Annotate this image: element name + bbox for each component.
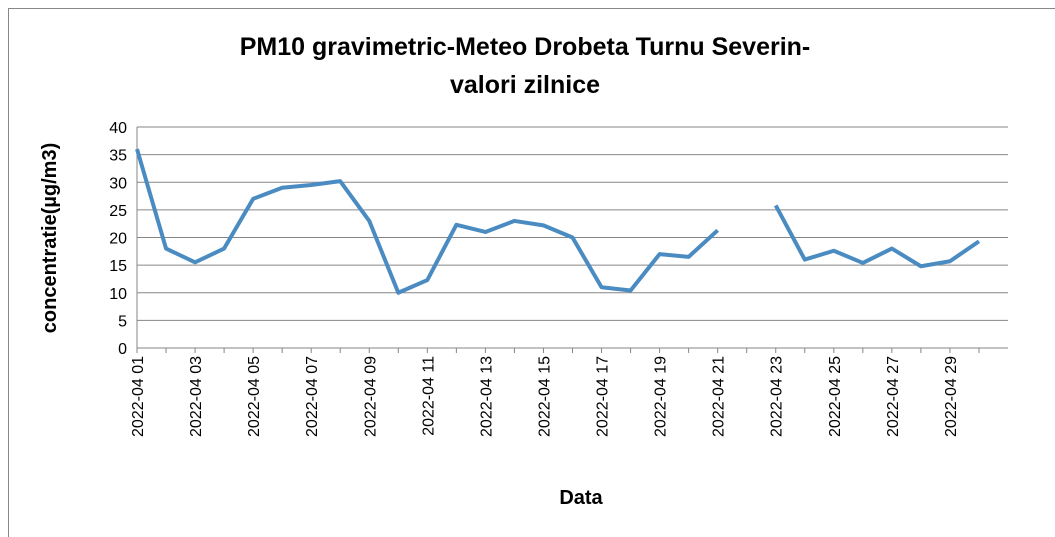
x-tick-label: 2022-04 15: [536, 356, 553, 437]
y-tick-label: 25: [109, 203, 127, 220]
x-tick-label: 2022-04 03: [188, 356, 205, 437]
x-tick-label: 2022-04 21: [711, 356, 728, 437]
x-tick-label: 2022-04 09: [362, 356, 379, 437]
x-tick-label: 2022-04 01: [130, 356, 147, 437]
y-tick-label: 20: [109, 231, 127, 248]
y-tick-label: 15: [109, 258, 127, 275]
x-axis-title: Data: [559, 487, 603, 509]
data-line: [135, 148, 981, 295]
x-tick-label: 2022-04 23: [769, 356, 786, 437]
x-tick-label: 2022-04 29: [943, 356, 960, 437]
x-tick-label: 2022-04 05: [246, 356, 263, 437]
chart-title: valori zilnice: [450, 71, 600, 99]
x-tick-label: 2022-04 27: [885, 356, 902, 437]
x-tick-label: 2022-04 07: [304, 356, 321, 437]
y-tick-label: 0: [118, 341, 127, 358]
chart-title: PM10 gravimetric-Meteo Drobeta Turnu Sev…: [240, 33, 811, 61]
y-tick-label: 35: [109, 148, 127, 165]
x-tick-label: 2022-04 13: [478, 356, 495, 437]
x-tick-label: 2022-04 25: [827, 356, 844, 437]
x-tick-label: 2022-04 19: [653, 356, 670, 437]
y-tick-label: 10: [109, 286, 127, 303]
chart-border: [8, 8, 1055, 537]
y-tick-label: 5: [118, 313, 127, 330]
x-tick-label: 2022-04 11: [420, 356, 437, 436]
y-axis-title: concentratie(µg/m3): [39, 143, 61, 333]
y-tick-label: 30: [109, 175, 127, 192]
x-tick-label: 2022-04 17: [595, 356, 612, 437]
y-tick-label: 40: [109, 120, 127, 137]
